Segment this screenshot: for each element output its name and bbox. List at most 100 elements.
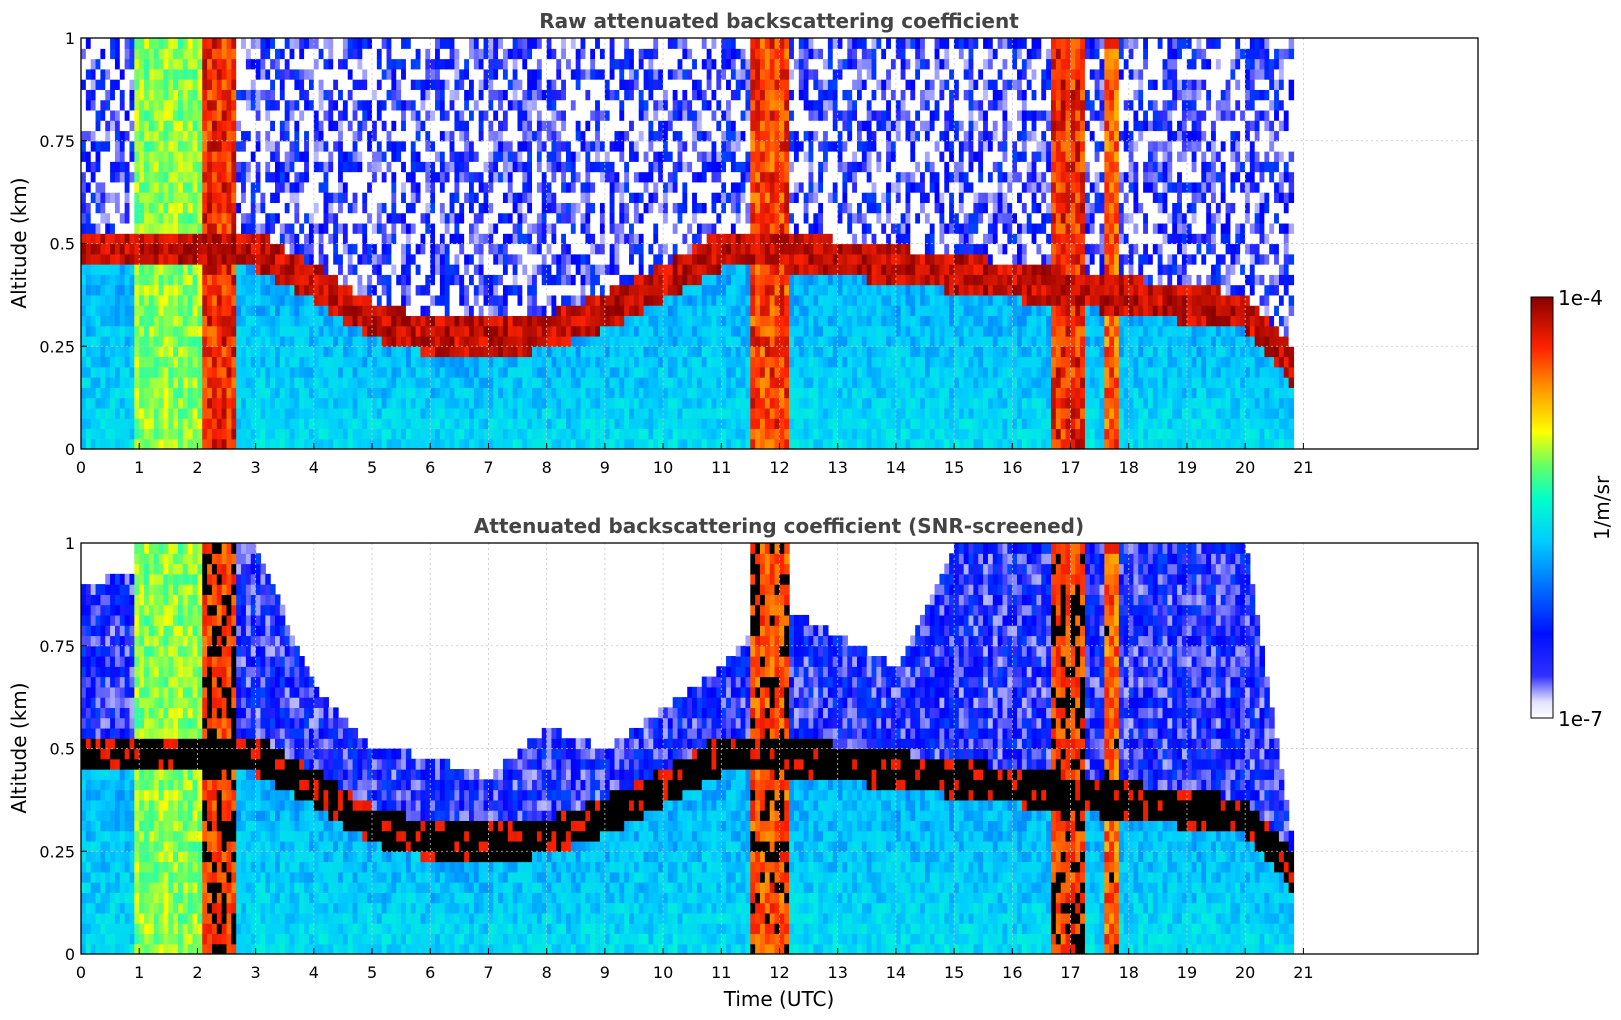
heatmap-cell (376, 79, 383, 90)
heatmap-cell (124, 377, 131, 388)
heatmap-cell (580, 48, 586, 60)
heatmap-cell (570, 48, 577, 60)
heatmap-cell (333, 253, 339, 265)
heatmap-cell (105, 99, 111, 111)
heatmap-cell (105, 109, 111, 121)
heatmap-cell (512, 346, 519, 358)
heatmap-cell (677, 202, 683, 214)
heatmap-cell (148, 243, 155, 255)
heatmap-cell (517, 68, 523, 80)
heatmap-cell (401, 151, 407, 162)
heatmap-cell (498, 397, 504, 409)
heatmap-cell (507, 181, 514, 193)
heatmap-cell (357, 335, 363, 347)
heatmap-cell (376, 387, 383, 399)
heatmap-cell (318, 79, 325, 90)
heatmap-cell (100, 253, 106, 265)
heatmap-cell (444, 109, 451, 121)
heatmap-cell (498, 48, 504, 60)
heatmap-cell (207, 305, 213, 317)
heatmap-cell (468, 366, 475, 378)
heatmap-cell (619, 325, 625, 337)
heatmap-cell (114, 89, 121, 101)
heatmap-cell (372, 356, 378, 368)
heatmap-cell (279, 130, 286, 142)
heatmap-cell (454, 428, 460, 440)
heatmap-cell (580, 233, 586, 245)
heatmap-cell (638, 68, 645, 80)
heatmap-cell (207, 366, 213, 378)
heatmap-cell (648, 377, 654, 388)
heatmap-cell (342, 161, 349, 173)
heatmap-cell (139, 48, 145, 60)
heatmap-cell (541, 387, 548, 399)
heatmap-cell (541, 356, 548, 368)
heatmap-cell (522, 68, 528, 80)
heatmap-cell (478, 161, 485, 173)
heatmap-cell (85, 89, 92, 101)
heatmap-cell (415, 346, 422, 358)
heatmap-cell (420, 438, 426, 449)
heatmap-cell (197, 253, 203, 265)
heatmap-cell (221, 428, 228, 440)
heatmap-cell (139, 335, 145, 347)
heatmap-cell (653, 109, 659, 121)
heatmap-cell (110, 79, 116, 90)
heatmap-cell (565, 99, 572, 111)
heatmap-cell (595, 397, 601, 409)
heatmap-cell (260, 305, 266, 317)
heatmap-cell (667, 366, 674, 378)
heatmap-cell (512, 366, 519, 378)
heatmap-cell (139, 346, 145, 358)
heatmap-cell (187, 58, 194, 70)
heatmap-cell (338, 366, 344, 378)
heatmap-cell (192, 233, 198, 245)
heatmap-cell (561, 243, 567, 255)
heatmap-cell (435, 418, 441, 430)
heatmap-cell (357, 120, 363, 132)
heatmap-cell (527, 325, 533, 337)
heatmap-cell (129, 346, 135, 358)
heatmap-cell (289, 356, 295, 368)
heatmap-cell (619, 284, 625, 296)
heatmap-cell (357, 140, 363, 152)
heatmap-cell (386, 151, 392, 162)
heatmap-cell (464, 181, 470, 193)
heatmap-cell (85, 418, 92, 430)
heatmap-cell (313, 58, 320, 70)
heatmap-cell (551, 438, 557, 449)
heatmap-cell (464, 79, 470, 90)
heatmap-cell (347, 335, 354, 347)
heatmap-cell (313, 315, 320, 327)
heatmap-cell (624, 325, 630, 337)
heatmap-cell (367, 428, 373, 440)
heatmap-cell (265, 181, 271, 193)
heatmap-cell (565, 438, 572, 449)
heatmap-cell (342, 366, 349, 378)
heatmap-cell (85, 284, 92, 296)
heatmap-cell (90, 212, 97, 224)
heatmap-cell (565, 58, 572, 70)
heatmap-cell (609, 233, 616, 245)
heatmap-cell (333, 58, 339, 70)
heatmap-cell (158, 233, 165, 245)
heatmap-cell (614, 264, 620, 275)
heatmap-cell (260, 48, 266, 60)
heatmap-cell (255, 202, 262, 214)
heatmap-cell (439, 212, 446, 224)
heatmap-cell (158, 315, 165, 327)
heatmap-cell (144, 305, 150, 317)
heatmap-cell (682, 222, 688, 234)
heatmap-cell (376, 181, 383, 193)
heatmap-cell (638, 212, 645, 224)
heatmap-cell (241, 38, 247, 49)
heatmap-cell (488, 79, 494, 90)
heatmap-cell (284, 68, 291, 80)
heatmap-cell (546, 264, 553, 275)
heatmap-cell (420, 79, 426, 90)
heatmap-cell (313, 377, 320, 388)
heatmap-cell (454, 243, 460, 255)
heatmap-cell (585, 335, 591, 347)
heatmap-cell (95, 222, 101, 234)
heatmap-cell (473, 222, 480, 234)
